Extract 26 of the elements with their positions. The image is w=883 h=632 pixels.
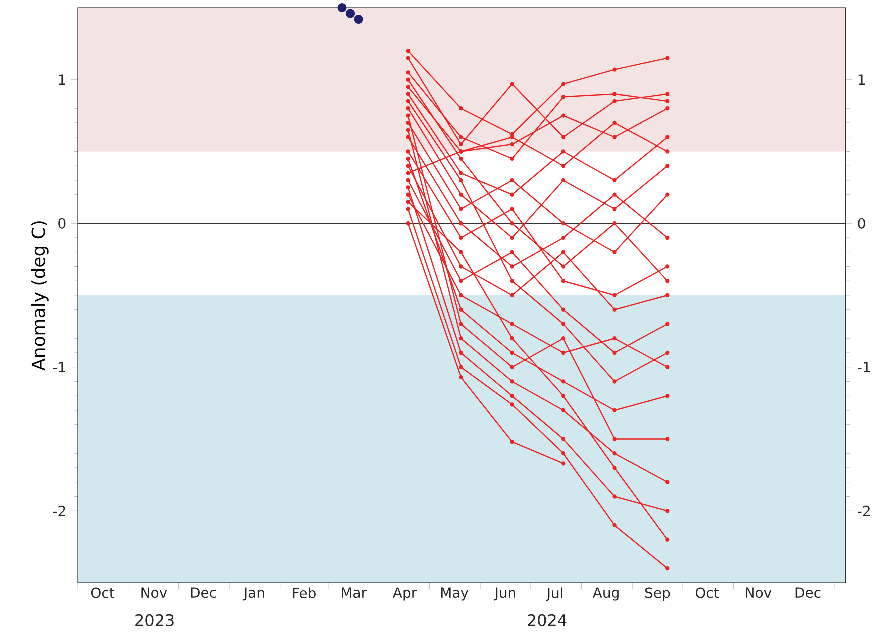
x-tick-label: Oct xyxy=(91,588,115,598)
x-tick-label: May xyxy=(441,588,469,601)
x-tick-label: Sep xyxy=(645,588,670,601)
text: 2024 xyxy=(528,614,567,626)
x-tick-label: Nov xyxy=(746,588,772,598)
y-axis-title: Anomaly (deg C) xyxy=(31,222,49,371)
y-tick-label: -2 xyxy=(53,506,66,516)
y-tick-label: -1 xyxy=(53,362,66,372)
x-tick-label: Jun xyxy=(494,588,516,601)
x-tick-label: Jan xyxy=(243,588,264,601)
x-tick-label: Apr xyxy=(393,588,418,601)
x-tick-label: Dec xyxy=(191,588,216,598)
y2-tick-label: 0 xyxy=(858,218,866,229)
x-tick-label: Jul xyxy=(546,588,562,602)
x-tick-label: Mar xyxy=(342,588,368,598)
x-tick-label: Dec xyxy=(796,588,821,598)
x-tick-label: Feb xyxy=(293,588,316,599)
text: 2023 xyxy=(136,614,174,626)
y-tick-label: 1 xyxy=(59,74,66,85)
y2-tick-label: -2 xyxy=(858,506,870,516)
x-tick-label: Aug xyxy=(592,588,619,601)
y2-tick-label: 1 xyxy=(858,74,865,85)
y-tick-label: 0 xyxy=(58,218,66,229)
x-tick-label: Oct xyxy=(696,588,720,598)
x-tick-label: Nov xyxy=(142,588,168,598)
y2-tick-label: -1 xyxy=(858,362,870,372)
